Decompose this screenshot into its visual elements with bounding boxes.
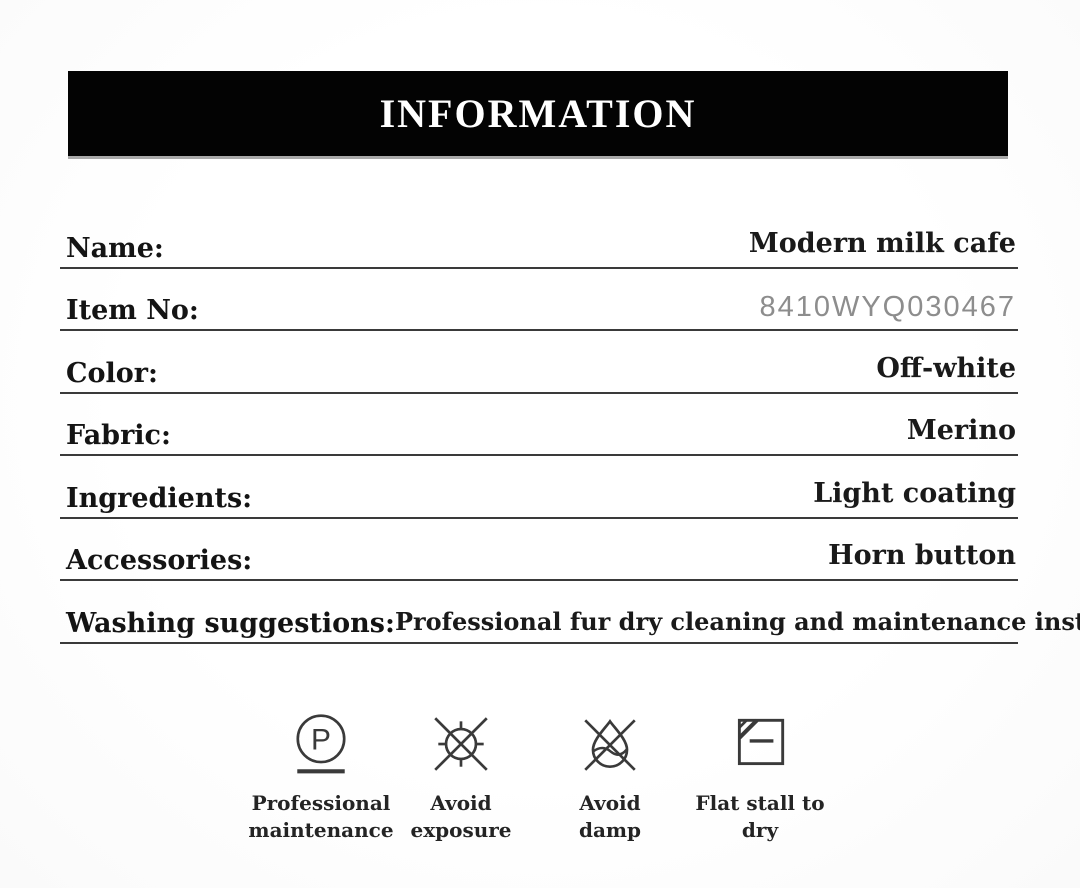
row-value: Professional fur dry cleaning and mainte… (394, 606, 1080, 636)
row-value: Light coating (813, 477, 1016, 509)
care-item-avoid-damp: Avoid damp (520, 710, 700, 844)
care-label: Avoid damp (578, 791, 642, 842)
info-row-washing-suggestions: Washing suggestions: Professional fur dr… (60, 581, 1080, 644)
row-label: Fabric: (66, 420, 171, 451)
flat-dry-icon (737, 718, 785, 766)
avoid-damp-icon (584, 719, 636, 771)
row-value: Modern milk cafe (748, 227, 1016, 259)
info-row-fabric: Fabric: Merino (60, 394, 1018, 456)
row-value: Horn button (828, 540, 1016, 571)
row-value: Merino (906, 415, 1016, 446)
row-label: Name: (66, 232, 164, 264)
care-label: Flat stall to dry (695, 791, 825, 842)
p-symbol-letter: P (311, 724, 331, 757)
row-label: Item No: (66, 295, 199, 326)
info-row-item-no: Item No: 8410WYQ030467 (60, 269, 1018, 331)
info-rows: Name: Modern milk cafe Item No: 8410WYQ0… (60, 206, 1080, 644)
info-row-ingredients: Ingredients: Light coating (60, 456, 1018, 519)
row-label: Washing suggestions: (66, 607, 395, 639)
avoid-exposure-icon (434, 717, 488, 771)
care-item-professional-maintenance: P Professional maintenance (231, 710, 411, 844)
info-row-color: Color: Off-white (60, 331, 1018, 394)
row-label: Ingredients: (66, 482, 253, 514)
row-value-item-no: 8410WYQ030467 (759, 291, 1016, 323)
care-item-flat-dry: Flat stall to dry (670, 710, 850, 844)
banner-title: INFORMATION (379, 91, 697, 136)
care-item-avoid-exposure: Avoid exposure (371, 710, 551, 844)
info-row-name: Name: Modern milk cafe (60, 206, 1018, 269)
row-value: Off-white (876, 352, 1016, 384)
professional-maintenance-icon: P (296, 714, 346, 774)
row-label: Accessories: (66, 545, 253, 576)
care-label: Professional maintenance (248, 791, 394, 842)
info-row-accessories: Accessories: Horn button (60, 519, 1018, 581)
information-banner: INFORMATION (68, 71, 1008, 159)
row-label: Color: (66, 357, 158, 389)
care-label: Avoid exposure (410, 791, 512, 842)
